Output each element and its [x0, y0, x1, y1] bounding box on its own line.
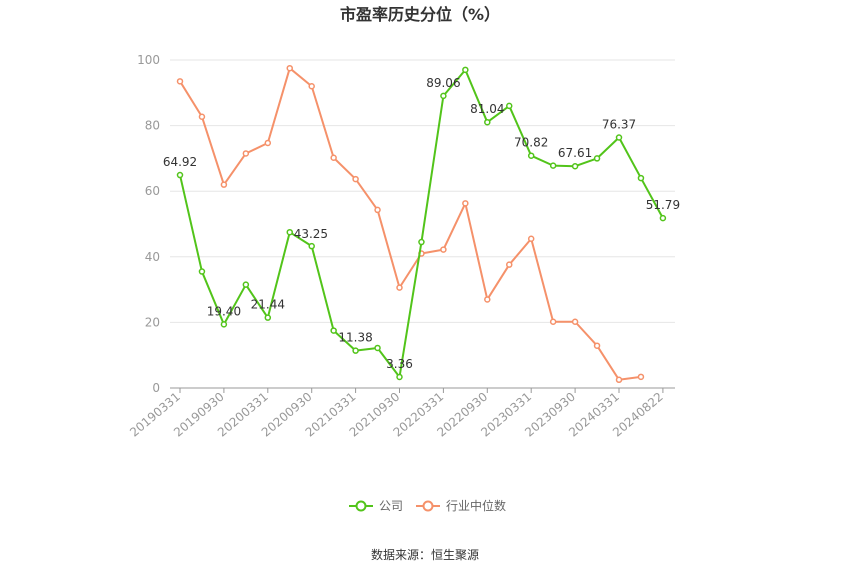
data-label: 11.38 [338, 331, 372, 345]
data-point-industry-median [549, 318, 557, 325]
data-point-company [330, 327, 337, 334]
data-point-company [637, 174, 645, 182]
data-label: 3.36 [386, 357, 413, 371]
data-point-company [615, 134, 623, 141]
y-tick-label: 0 [152, 381, 160, 395]
data-point-company [220, 321, 228, 328]
series-line-industry-median [179, 67, 642, 381]
legend-marker [355, 500, 367, 512]
data-point-industry-median [242, 150, 250, 157]
legend-label: 行业中位数 [446, 498, 506, 513]
data-label: 64.92 [163, 155, 197, 169]
series-line-company [179, 68, 664, 378]
series-layer [176, 64, 667, 384]
data-label: 43.25 [294, 227, 328, 241]
data-label: 67.61 [558, 146, 592, 160]
data-point-company [198, 268, 206, 275]
x-axis: 2019033120190930202003312020093020210331… [127, 387, 675, 440]
source-note: 数据来源：恒生聚源 [371, 547, 479, 562]
data-point-company [462, 66, 469, 74]
data-label: 51.79 [646, 198, 680, 212]
data-point-company [352, 347, 359, 354]
data-label: 81.04 [470, 102, 504, 116]
legend-item-industry-median[interactable]: 行业中位数 [416, 498, 506, 513]
y-tick-label: 40 [145, 250, 160, 264]
data-point-industry-median [330, 154, 337, 161]
y-tick-label: 100 [137, 53, 160, 67]
data-point-industry-median [198, 113, 206, 120]
data-point-company [506, 102, 513, 110]
data-point-company [659, 214, 667, 222]
grid-lines [170, 59, 675, 323]
data-point-industry-median [615, 376, 623, 384]
legend-item-company[interactable]: 公司 [349, 499, 403, 513]
data-point-industry-median [264, 139, 272, 147]
data-point-industry-median [637, 373, 645, 381]
data-label: 70.82 [514, 136, 548, 150]
data-point-industry-median [374, 206, 381, 214]
y-tick-label: 20 [145, 315, 160, 329]
data-point-company [484, 118, 491, 126]
data-label: 21.44 [251, 298, 285, 312]
data-point-industry-median [462, 200, 469, 207]
data-point-company [374, 344, 381, 352]
data-label: 76.37 [602, 118, 636, 132]
data-labels: 64.92 19.40 21.44 43.25 11.38 3.36 89.06 81.04 7… [163, 76, 680, 371]
data-point-industry-median [352, 175, 359, 183]
y-axis-ticks: 0 20 40 60 80 100 [137, 53, 160, 395]
data-point-company [286, 228, 293, 236]
data-point-industry-median [308, 82, 315, 90]
data-point-company [440, 92, 447, 100]
data-point-industry-median [571, 318, 579, 325]
data-point-industry-median [220, 181, 228, 188]
data-point-industry-median [176, 78, 184, 85]
data-point-industry-median [286, 64, 293, 72]
data-point-industry-median [484, 296, 491, 303]
y-tick-label: 80 [145, 119, 160, 133]
legend[interactable]: 公司 行业中位数 [349, 498, 506, 513]
legend-label: 公司 [379, 499, 403, 513]
chart-title: 市盈率历史分位（%） [340, 5, 500, 24]
data-label: 19.40 [207, 304, 241, 318]
data-point-industry-median [593, 342, 601, 349]
legend-marker [422, 500, 434, 512]
data-point-company [549, 162, 557, 169]
y-tick-label: 60 [145, 184, 160, 198]
data-point-company [396, 373, 403, 381]
data-point-company [176, 171, 184, 179]
data-point-company [264, 314, 272, 321]
data-point-company [593, 155, 601, 162]
data-point-industry-median [396, 284, 403, 291]
data-point-company [527, 152, 535, 159]
data-point-industry-median [440, 246, 447, 253]
data-point-company [242, 281, 250, 288]
data-label: 89.06 [426, 76, 460, 90]
data-point-industry-median [527, 235, 535, 243]
data-point-industry-median [506, 261, 513, 268]
data-point-company [571, 162, 579, 170]
data-point-company [418, 238, 425, 246]
data-point-company [308, 242, 315, 250]
